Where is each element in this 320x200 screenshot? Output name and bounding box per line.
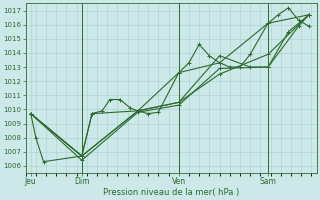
- X-axis label: Pression niveau de la mer( hPa ): Pression niveau de la mer( hPa ): [103, 188, 239, 197]
